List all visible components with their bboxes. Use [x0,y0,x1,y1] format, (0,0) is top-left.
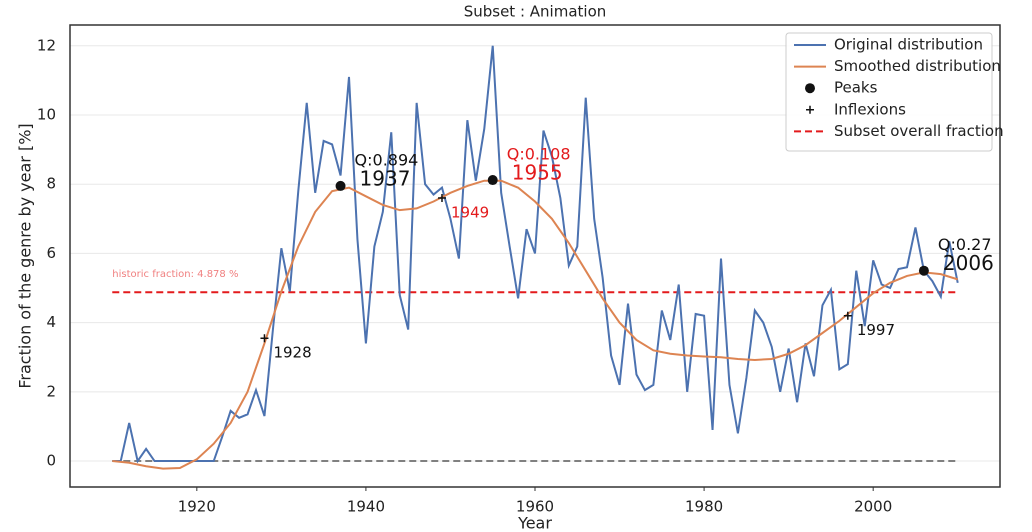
plot-frame [69,24,1001,488]
legend-box [785,32,993,152]
peak-point [487,175,498,186]
peak-year: 2006 [943,251,994,275]
y-tick-label: 10 [37,105,56,123]
x-tick-label: 1980 [685,498,723,516]
inflexion-year: 1949 [451,204,489,222]
legend-label: Subset overall fraction [834,122,1004,140]
x-axis-label: Year [517,514,552,532]
y-tick-label: 12 [37,36,56,54]
inflexion-year: 1997 [857,321,895,339]
overall-fraction-label: historic fraction: 4.878 % [112,269,238,280]
peak-quality: Q:0.27 [938,235,992,254]
peak-year: 1955 [512,161,563,185]
peak-quality: Q:0.894 [355,150,419,169]
peak-quality: Q:0.108 [507,145,571,164]
y-tick-label: 2 [46,382,56,400]
legend-swatch [805,83,815,94]
y-axis-label: Fraction of the genre by year [%] [16,123,35,388]
legend-label: Original distribution [834,36,983,54]
legend-label: Peaks [834,79,878,97]
y-tick-label: 0 [46,452,56,470]
peak-point [335,180,346,191]
y-tick-label: 6 [46,244,56,262]
peak-year: 1937 [360,166,411,190]
x-tick-label: 1960 [516,498,554,516]
inflexion-point [260,334,269,343]
legend-swatch [806,105,814,114]
series-line [112,179,959,470]
y-tick-label: 8 [46,175,56,193]
y-tick-label: 4 [46,313,56,331]
chart-title: Subset : Animation [464,3,607,21]
inflexion-point [438,194,446,203]
x-tick-label: 1940 [347,498,385,516]
inflexion-year: 1928 [273,344,311,362]
x-tick-label: 2000 [854,498,892,516]
peak-point [918,265,929,276]
inflexion-point [843,311,852,320]
x-tick-label: 1920 [178,498,216,516]
legend-label: Smoothed distribution [834,57,1001,75]
series-line [112,45,959,464]
legend-label: Inflexions [834,100,906,118]
legend: Original distribution Smoothed distributi… [785,32,1004,152]
